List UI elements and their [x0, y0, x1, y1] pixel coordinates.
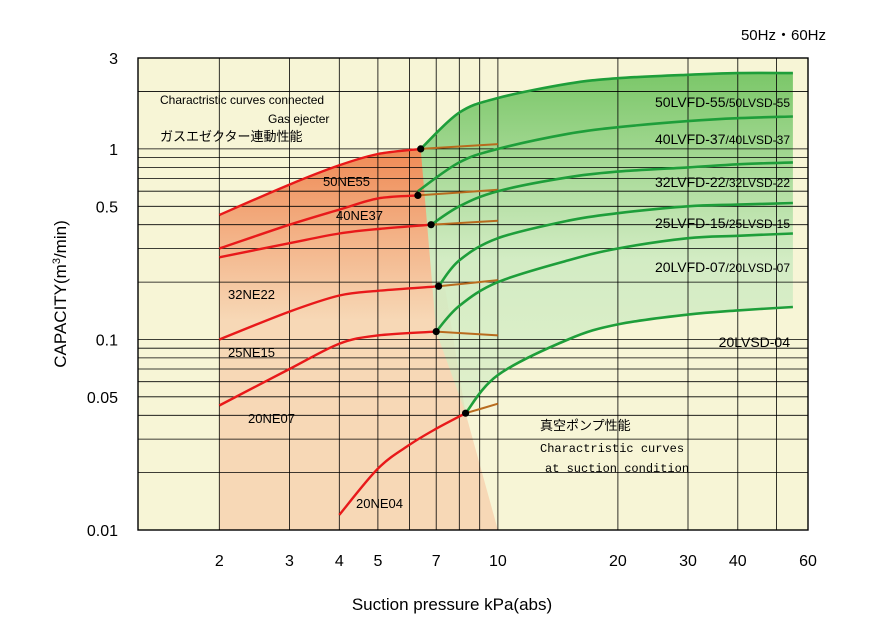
ejector-label-50ne55: 50NE55 [323, 174, 370, 189]
x-tick-label: 40 [729, 553, 747, 570]
y-tick-label: 1 [109, 142, 118, 159]
ejector-curve-50ne55 [218, 147, 421, 217]
ejector-extension-line [417, 188, 498, 197]
ejector-curve-20ne07 [218, 330, 437, 407]
ejector-label-32ne22: 32NE22 [228, 287, 275, 302]
y-tick-label: 0.05 [87, 390, 118, 407]
pump-label-40lvfd-37: 40LVFD-37/40LVSD-37 [655, 131, 790, 147]
connection-point [432, 328, 440, 336]
ejector-label-20ne07: 20NE07 [248, 411, 295, 426]
pump-label-model: 32LVFD-22 [655, 174, 726, 190]
pump-label-model: 25LVFD-15 [655, 215, 726, 231]
annotation-ejector-en: Charactristic curves connected [160, 93, 324, 107]
connection-point [462, 409, 470, 417]
y-tick-label: 0.01 [87, 523, 118, 540]
x-tick-label: 20 [609, 553, 627, 570]
annotation-pump-en2: at suction condition [545, 462, 689, 476]
pump-label-model: 20LVFD-07 [655, 259, 726, 275]
pump-label-25lvfd-15: 25LVFD-15/25LVSD-15 [655, 215, 790, 231]
frequency-label: 50Hz・60Hz [741, 27, 826, 44]
pump-curve-40lvfd-37 [417, 115, 793, 193]
connection-point [417, 145, 425, 153]
ejector-curve-40ne37 [218, 194, 418, 250]
pump-label-alt-model: /25LVSD-15 [726, 217, 791, 231]
pump-label-model: 20LVSD-04 [719, 334, 791, 350]
pump-label-model: 50LVFD-55 [655, 94, 726, 110]
vacuum-pump-region [420, 72, 793, 414]
y-tick-label: 3 [109, 51, 118, 68]
ejector-curve-25ne15 [218, 285, 439, 341]
x-tick-label: 5 [373, 553, 382, 570]
ejector-label-40ne37: 40NE37 [336, 208, 383, 223]
pump-curve-20lvfd-07 [435, 232, 793, 333]
connection-point [427, 221, 435, 229]
pump-curve-25lvfd-15 [437, 201, 793, 288]
y-axis-label-main: CAPACITY(m [51, 264, 70, 368]
y-axis-label-unit: /min) [51, 220, 70, 258]
x-tick-label: 30 [679, 553, 697, 570]
x-tick-label: 4 [335, 553, 344, 570]
annotation-ejector-jp: ガスエゼクター連動性能 [160, 129, 302, 144]
x-tick-label: 60 [799, 553, 817, 570]
pump-label-50lvfd-55: 50LVFD-55/50LVSD-55 [655, 94, 790, 110]
connection-point [435, 282, 443, 290]
pump-label-alt-model: /50LVSD-55 [726, 96, 791, 110]
annotation-pump-jp: 真空ポンプ性能 [540, 418, 631, 433]
plot-frame [137, 57, 809, 531]
connection-point [414, 191, 422, 199]
ejector-extension-line [431, 219, 498, 226]
y-tick-label: 0.5 [96, 199, 118, 216]
ejector-label-25ne15: 25NE15 [228, 345, 275, 360]
pump-label-20lvsd-04: 20LVSD-04 [719, 334, 791, 350]
x-axis-label: Suction pressure kPa(abs) [352, 595, 552, 614]
y-tick-label: 0.1 [96, 333, 118, 350]
x-tick-label: 3 [285, 553, 294, 570]
x-tick-label: 2 [215, 553, 224, 570]
annotation-ejector-en2: Gas ejecter [268, 112, 329, 126]
pump-curve-20lvsd-04 [464, 305, 793, 415]
x-tick-label: 7 [432, 553, 441, 570]
annotation-pump-en: Charactristic curves [540, 442, 684, 456]
pump-label-20lvfd-07: 20LVFD-07/20LVSD-07 [655, 259, 790, 275]
y-axis-label-sup: 3 [51, 258, 63, 264]
ejector-label-20ne04: 20NE04 [356, 496, 403, 511]
y-axis-label: CAPACITY(m3/min) [51, 220, 70, 367]
pump-label-32lvfd-22: 32LVFD-22/32LVSD-22 [655, 174, 790, 190]
pump-label-alt-model: /32LVSD-22 [726, 176, 791, 190]
ejector-extension-line [420, 143, 498, 150]
pump-curve-50lvfd-55 [419, 71, 793, 150]
pump-label-alt-model: /40LVSD-37 [726, 133, 791, 147]
ejector-curve-32ne22 [219, 223, 432, 259]
pump-label-alt-model: /20LVSD-07 [726, 261, 791, 275]
pump-label-model: 40LVFD-37 [655, 131, 726, 147]
pump-curve-32lvfd-22 [430, 161, 793, 226]
x-tick-label: 10 [489, 553, 507, 570]
ejector-curve-20ne04 [338, 412, 467, 516]
